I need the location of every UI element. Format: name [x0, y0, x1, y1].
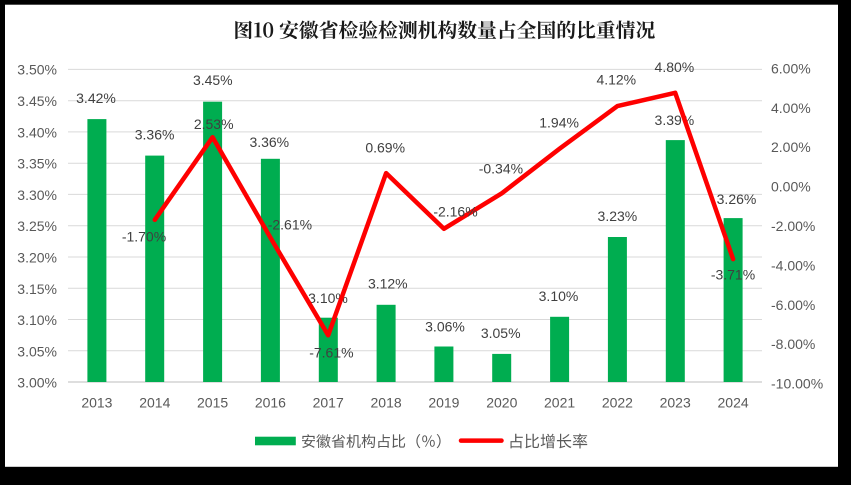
svg-text:3.25%: 3.25%	[17, 218, 57, 234]
svg-text:-3.71%: -3.71%	[711, 267, 755, 283]
svg-text:-8.00%: -8.00%	[771, 336, 815, 352]
svg-text:3.36%: 3.36%	[249, 134, 289, 150]
svg-text:2016: 2016	[255, 394, 286, 410]
svg-text:-1.70%: -1.70%	[122, 228, 166, 244]
svg-text:3.23%: 3.23%	[598, 208, 638, 224]
svg-text:-2.61%: -2.61%	[268, 216, 312, 232]
svg-text:4.80%: 4.80%	[655, 59, 695, 75]
svg-text:3.05%: 3.05%	[17, 343, 57, 359]
svg-text:-0.34%: -0.34%	[479, 161, 523, 177]
svg-text:2022: 2022	[602, 394, 633, 410]
svg-text:2024: 2024	[718, 394, 749, 410]
svg-text:3.10%: 3.10%	[539, 288, 579, 304]
svg-text:3.15%: 3.15%	[17, 281, 57, 297]
svg-text:3.00%: 3.00%	[17, 375, 57, 391]
svg-text:3.06%: 3.06%	[425, 318, 465, 334]
svg-text:3.20%: 3.20%	[17, 250, 57, 266]
svg-text:-7.61%: -7.61%	[309, 344, 353, 360]
svg-text:4.12%: 4.12%	[596, 72, 636, 88]
svg-text:1.94%: 1.94%	[539, 114, 579, 130]
svg-text:3.50%: 3.50%	[17, 62, 57, 78]
svg-text:0.69%: 0.69%	[365, 140, 405, 156]
svg-text:3.10%: 3.10%	[17, 312, 57, 328]
svg-text:3.45%: 3.45%	[17, 93, 57, 109]
svg-text:2015: 2015	[197, 394, 228, 410]
svg-text:3.40%: 3.40%	[17, 124, 57, 140]
svg-text:2017: 2017	[313, 394, 344, 410]
svg-text:3.05%: 3.05%	[481, 325, 521, 341]
svg-text:2.00%: 2.00%	[771, 139, 811, 155]
svg-text:3.35%: 3.35%	[17, 156, 57, 172]
svg-text:3.26%: 3.26%	[717, 191, 757, 207]
svg-text:2020: 2020	[486, 394, 517, 410]
svg-text:2019: 2019	[428, 394, 459, 410]
svg-text:-4.00%: -4.00%	[771, 257, 815, 273]
svg-text:4.00%: 4.00%	[771, 100, 811, 116]
svg-text:2014: 2014	[139, 394, 170, 410]
svg-text:3.12%: 3.12%	[368, 276, 408, 292]
svg-text:3.42%: 3.42%	[76, 90, 116, 106]
svg-text:2018: 2018	[371, 394, 402, 410]
svg-text:-2.16%: -2.16%	[433, 204, 477, 220]
svg-text:2013: 2013	[81, 394, 112, 410]
svg-text:3.45%: 3.45%	[193, 72, 233, 88]
svg-text:2.53%: 2.53%	[194, 116, 234, 132]
svg-text:0.00%: 0.00%	[771, 179, 811, 195]
svg-text:3.36%: 3.36%	[135, 127, 175, 143]
svg-text:2021: 2021	[544, 394, 575, 410]
svg-text:-6.00%: -6.00%	[771, 297, 815, 313]
svg-text:2023: 2023	[660, 394, 691, 410]
svg-text:3.30%: 3.30%	[17, 187, 57, 203]
svg-text:-10.00%: -10.00%	[771, 376, 823, 392]
svg-text:6.00%: 6.00%	[771, 60, 811, 76]
svg-text:-2.00%: -2.00%	[771, 218, 815, 234]
